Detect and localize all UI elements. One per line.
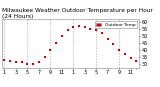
Point bbox=[60, 35, 63, 37]
Point bbox=[72, 27, 75, 28]
Point bbox=[43, 56, 46, 57]
Point bbox=[89, 28, 92, 30]
Point bbox=[32, 63, 34, 64]
Point bbox=[3, 59, 6, 60]
Point bbox=[9, 60, 12, 62]
Point bbox=[66, 30, 69, 31]
Point bbox=[84, 27, 86, 28]
Point bbox=[135, 60, 138, 62]
Point bbox=[78, 25, 80, 27]
Point bbox=[112, 44, 115, 45]
Text: Milwaukee Weather Outdoor Temperature per Hour (24 Hours): Milwaukee Weather Outdoor Temperature pe… bbox=[2, 8, 152, 19]
Point bbox=[106, 38, 109, 39]
Point bbox=[26, 63, 29, 64]
Point bbox=[55, 42, 57, 44]
Point bbox=[124, 53, 126, 55]
Point bbox=[101, 32, 103, 34]
Point bbox=[49, 49, 52, 50]
Point bbox=[15, 62, 17, 63]
Legend: Outdoor Temp: Outdoor Temp bbox=[95, 21, 137, 28]
Point bbox=[129, 57, 132, 59]
Point bbox=[118, 49, 120, 50]
Point bbox=[20, 62, 23, 63]
Point bbox=[38, 62, 40, 63]
Point bbox=[95, 30, 97, 31]
